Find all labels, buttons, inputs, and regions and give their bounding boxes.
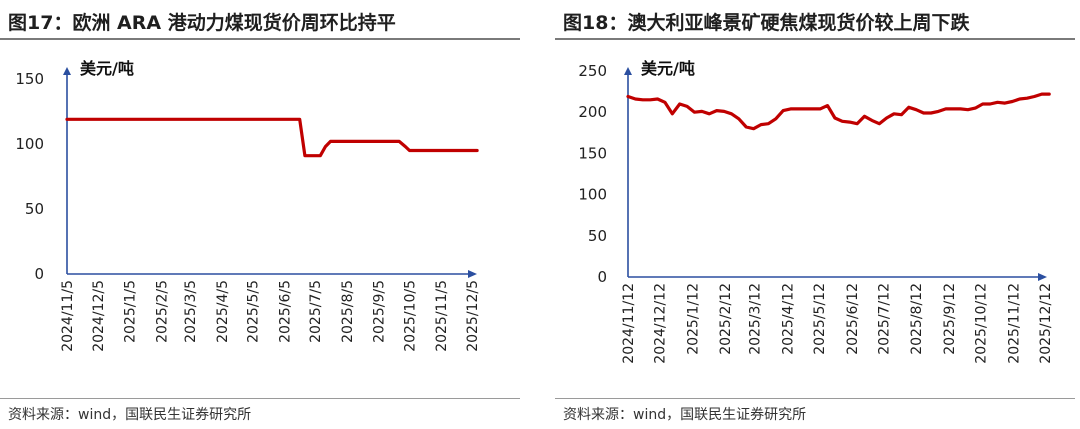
x-tick-label: 2024/12/12 (653, 283, 669, 364)
y-unit-label: 美元/吨 (641, 59, 695, 78)
y-tick-label: 150 (578, 144, 607, 162)
chart-panel-fig18: 图18：澳大利亚峰景矿硬焦煤现货价较上周下跌 美元/吨 0 50 100 150 200 2… (555, 0, 1080, 429)
x-tick-label: 2025/6/5 (277, 280, 293, 343)
chart-title: 图17：欧洲 ARA 港动力煤现货价周环比持平 (8, 12, 396, 34)
x-tick-label: 2025/7/12 (876, 283, 892, 355)
x-axis-arrow-icon (1038, 273, 1047, 281)
x-axis-arrow-icon (468, 270, 477, 278)
x-tick-label: 2025/1/12 (685, 283, 701, 355)
x-tick-label: 2025/2/5 (154, 280, 170, 343)
x-tick-label: 2025/10/5 (402, 280, 418, 352)
x-tick-label: 2025/11/12 (1006, 283, 1022, 364)
x-tick-label: 2025/7/5 (308, 280, 324, 343)
source-divider (0, 398, 520, 399)
chart-title: 图18：澳大利亚峰景矿硬焦煤现货价较上周下跌 (563, 12, 970, 34)
x-tick-label: 2025/5/12 (812, 283, 828, 355)
price-series-line (626, 92, 1051, 131)
y-tick-label: 0 (34, 265, 44, 283)
title-divider (555, 38, 1075, 40)
y-tick-label: 200 (578, 103, 607, 121)
title-divider (0, 38, 520, 40)
x-tick-label: 2025/10/12 (974, 283, 990, 364)
x-tick-label: 2024/12/5 (91, 280, 107, 352)
x-tick-label: 2025/12/5 (465, 280, 481, 352)
x-tick-label: 2025/6/12 (845, 283, 861, 355)
x-tick-label: 2025/4/12 (780, 283, 796, 355)
x-tick-label: 2025/5/5 (246, 280, 262, 343)
x-tick-label: 2025/9/12 (942, 283, 958, 355)
y-tick-label: 100 (578, 186, 607, 204)
x-tick-label: 2025/3/5 (183, 280, 199, 343)
y-axis-arrow-icon (624, 67, 632, 75)
x-tick-label: 2024/11/5 (60, 280, 76, 352)
source-note: 资料来源：wind，国联民生证券研究所 (563, 407, 807, 423)
x-tick-label: 2025/8/5 (340, 280, 356, 343)
source-divider (555, 398, 1075, 399)
line-chart-fig18: 美元/吨 0 50 100 150 200 250 2024/11/12 2024/12/12 2… (578, 59, 1054, 364)
y-axis-arrow-icon (63, 67, 71, 75)
source-note: 资料来源：wind，国联民生证券研究所 (8, 407, 252, 423)
y-tick-label: 250 (578, 62, 607, 80)
x-tick-label: 2025/8/12 (909, 283, 925, 355)
x-tick-label: 2025/11/5 (434, 280, 450, 352)
y-tick-label: 150 (15, 70, 44, 88)
y-tick-label: 50 (588, 227, 607, 245)
line-chart-fig17: 美元/吨 0 50 100 150 2024/11/5 2024/12/5 2025/1/5 2… (15, 59, 481, 352)
y-unit-label: 美元/吨 (80, 59, 134, 78)
x-tick-label: 2025/4/5 (215, 280, 231, 343)
price-series-line (65, 117, 479, 158)
x-tick-label: 2025/1/5 (123, 280, 139, 343)
chart-panel-fig17: 图17：欧洲 ARA 港动力煤现货价周环比持平 美元/吨 0 50 100 150 202… (0, 0, 525, 429)
x-tick-label: 2025/9/5 (372, 280, 388, 343)
y-tick-label: 0 (597, 268, 607, 286)
y-tick-label: 100 (15, 135, 44, 153)
y-tick-label: 50 (25, 200, 44, 218)
x-tick-label: 2025/3/12 (748, 283, 764, 355)
x-tick-label: 2025/2/12 (718, 283, 734, 355)
x-tick-label: 2024/11/12 (621, 283, 637, 364)
x-tick-label: 2025/12/12 (1038, 283, 1054, 364)
